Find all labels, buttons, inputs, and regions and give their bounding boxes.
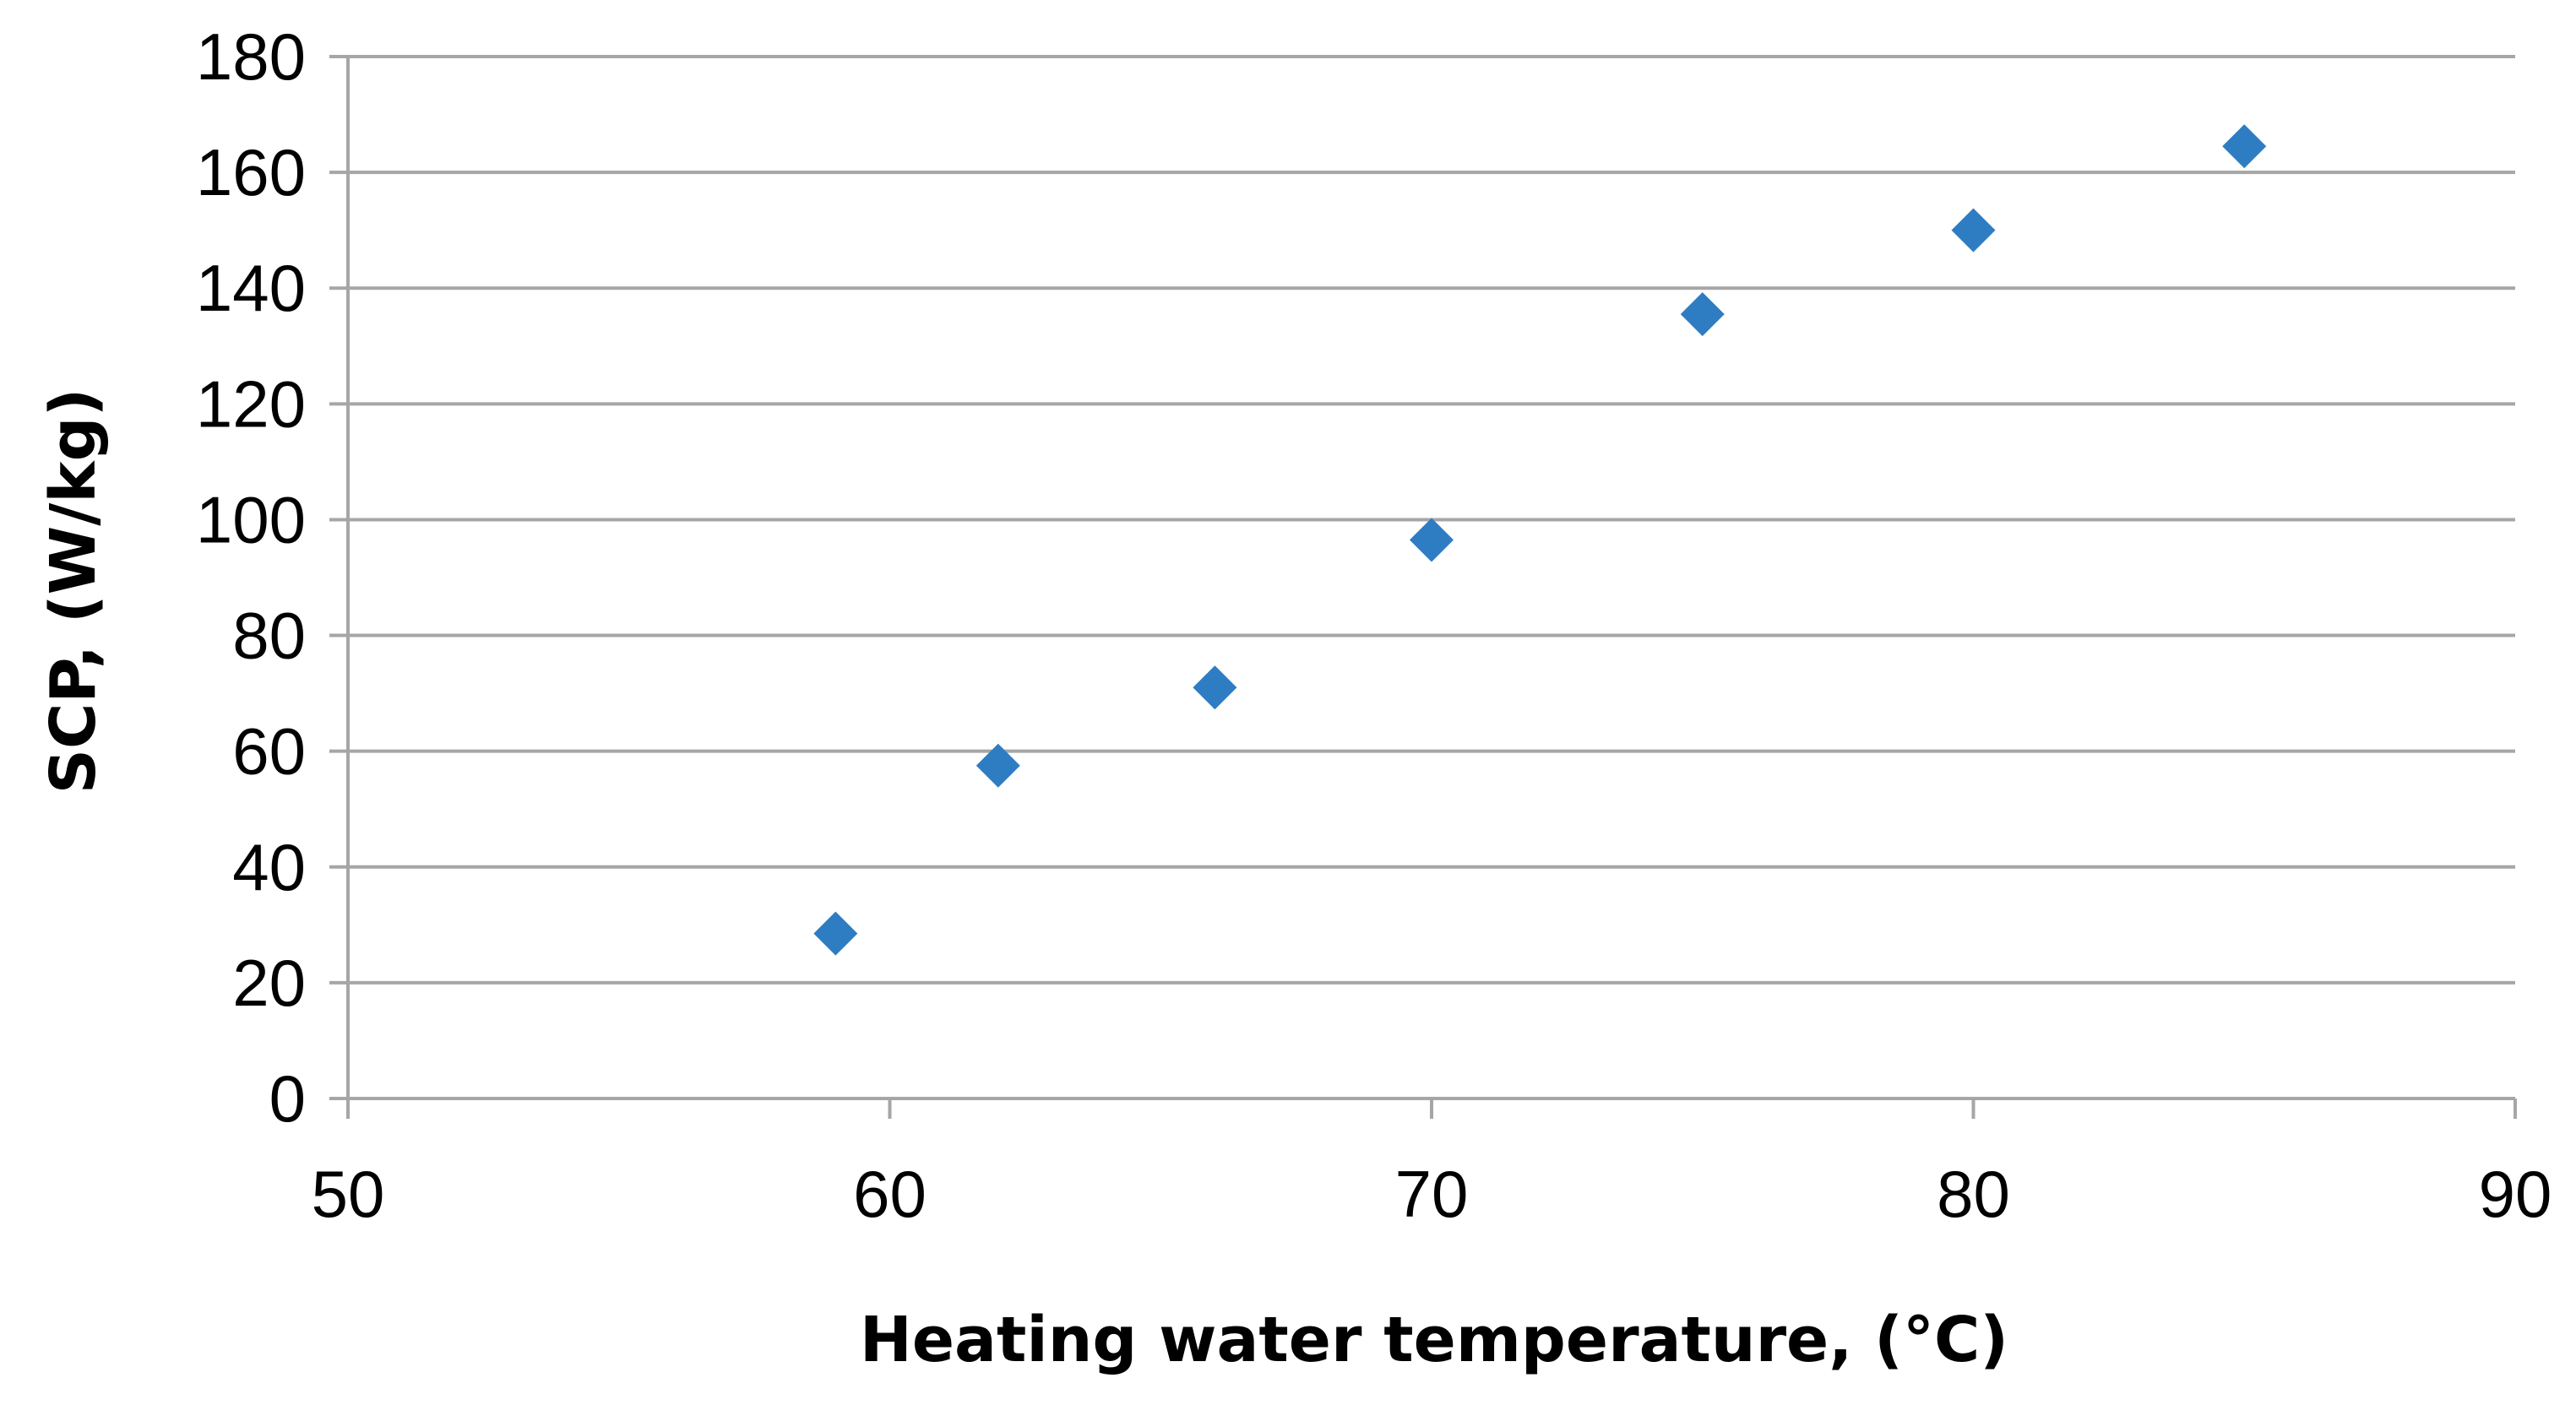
y-tick-label: 80 <box>232 599 306 673</box>
x-tick-label: 90 <box>2479 1157 2552 1231</box>
data-point-4 <box>1410 518 1454 562</box>
y-tick-label: 160 <box>196 135 306 209</box>
data-points <box>813 124 2267 956</box>
x-axis-title: Heating water temperature, (°C) <box>860 1304 2008 1376</box>
y-tick-label: 0 <box>269 1061 306 1136</box>
x-tick-label: 70 <box>1395 1157 1469 1231</box>
x-tick-labels: 50 60 70 80 90 <box>312 1157 2552 1231</box>
data-point-7 <box>2222 124 2267 169</box>
y-tick-label: 120 <box>196 366 306 441</box>
x-tick-label: 60 <box>853 1157 927 1231</box>
y-tick-label: 140 <box>196 251 306 325</box>
y-axis-title: SCP, (W/kg) <box>37 388 110 795</box>
data-point-5 <box>1680 292 1725 337</box>
axes <box>329 55 2517 1119</box>
y-tick-label: 60 <box>232 714 306 789</box>
y-tick-labels: 0 20 40 60 80 100 120 140 160 180 <box>196 19 306 1136</box>
x-tick-label: 80 <box>1937 1157 2010 1231</box>
y-tick-label: 20 <box>232 946 306 1020</box>
y-tick-label: 40 <box>232 830 306 904</box>
data-point-3 <box>1193 665 1237 710</box>
data-point-1 <box>813 911 858 956</box>
y-tick-label: 100 <box>196 482 306 556</box>
data-point-2 <box>976 743 1020 788</box>
y-tick-label: 180 <box>196 19 306 94</box>
x-tick-label: 50 <box>312 1157 385 1231</box>
data-point-6 <box>1951 208 1996 252</box>
